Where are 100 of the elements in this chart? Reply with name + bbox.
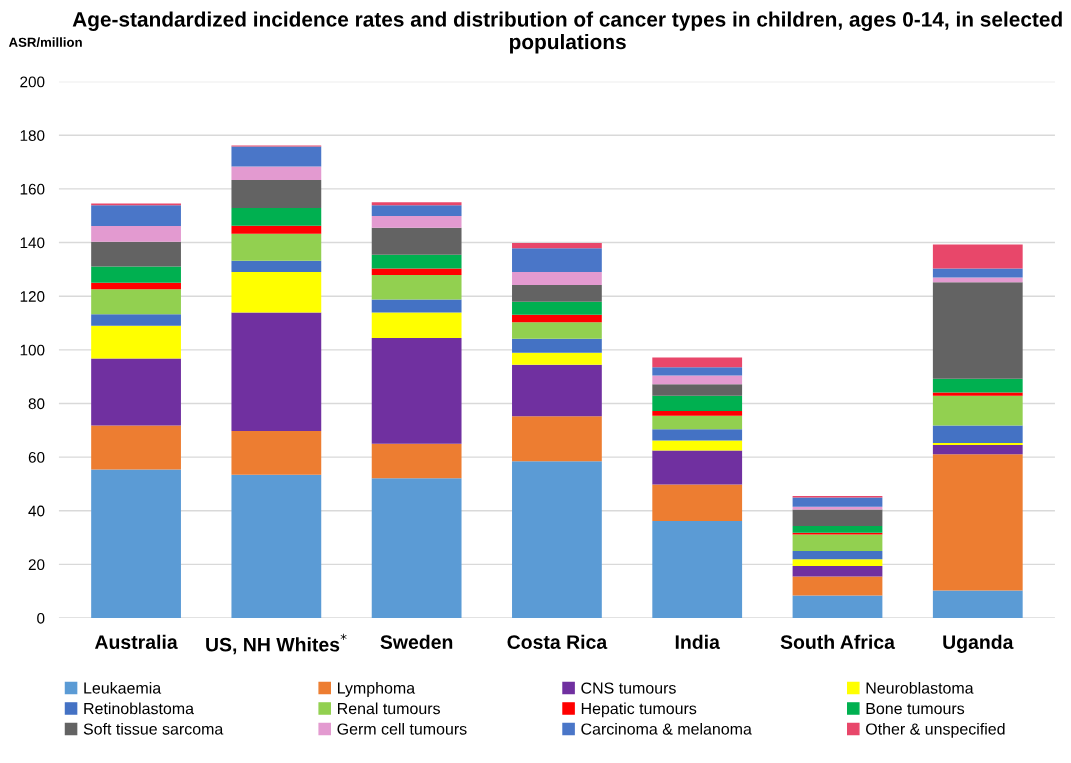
bar [231,146,322,167]
bar [91,205,181,226]
bar [512,416,602,462]
bar [512,301,602,315]
bar [932,590,1023,619]
bar [932,392,1023,396]
bar [792,595,883,619]
bar [792,576,883,596]
bar [91,241,181,267]
y-tick-label: 140 [20,237,45,249]
y-tick-label: 40 [28,505,45,517]
x-tick-label: India [675,634,721,649]
legend-label: Other & unspecified [866,722,1005,738]
bar [512,243,602,249]
bar [512,322,602,339]
bar [231,207,322,226]
bar [792,497,883,507]
bar [652,429,743,441]
legend-label: CNS tumours [581,682,676,694]
y-tick-label: 20 [28,559,45,571]
bar [792,534,883,551]
bar [371,338,462,444]
bar [652,357,743,368]
bar [932,277,1023,283]
y-tick-label: 120 [20,291,45,302]
bar [792,526,883,533]
bar [231,233,322,261]
bar [652,415,743,430]
bar [371,202,462,206]
bar [91,469,181,619]
bar [91,325,181,359]
bar [231,180,322,208]
bar [231,166,322,181]
bar [652,395,743,411]
bar [512,352,602,365]
bar [371,443,462,479]
bar [932,395,1023,426]
bar [91,425,181,470]
bar [371,227,462,255]
bar [231,260,322,273]
bar [231,474,322,619]
bar [371,205,462,217]
x-tick-label: Costa Rica [507,634,608,649]
x-tick-label: Uganda [943,634,1014,653]
y-tick-label: 80 [28,398,45,410]
bar [512,338,602,353]
bar [932,442,1023,446]
legend-label: Soft tissue sarcoma [83,722,224,735]
bar [792,509,883,527]
bar [371,299,462,313]
bar [932,268,1023,278]
bar [652,520,743,619]
y-tick-label: 160 [20,183,45,195]
bar [231,431,322,475]
bar [91,282,181,290]
bar [932,282,1023,379]
x-tick-label: Sweden [380,634,453,649]
legend-label: Germ cell tumours [337,722,467,735]
x-tick-label: South Africa [780,634,896,649]
bar [371,216,462,228]
legend-label: Retinoblastoma [84,702,195,715]
bar [512,314,602,323]
legend-label: Neuroblastoma [866,682,974,694]
bar [371,254,462,269]
bar [371,478,462,619]
bar [512,272,602,285]
bar [932,454,1023,591]
legend-label: Carcinoma & melanoma [581,722,752,735]
bar [512,461,602,619]
bar [792,550,883,560]
legend-label: Lymphoma [337,682,416,697]
bar [371,268,462,276]
bar [512,248,602,273]
bar [652,450,743,485]
bar [932,445,1023,455]
bar [652,484,743,521]
bar [652,367,743,376]
y-tick-label: 180 [20,130,45,141]
bar [512,364,602,417]
bar [91,266,181,283]
bar [652,410,743,416]
bar [91,289,181,315]
x-tick-label: US, NH Whites$^{*}$ [206,633,347,655]
bar [231,272,322,313]
bar [371,275,462,300]
bar [792,559,883,566]
bar [652,384,743,396]
legend-label: Bone tumours [866,703,965,715]
y-tick-label: 0 [37,612,45,624]
bar [231,225,322,234]
bar [91,314,181,326]
bar [652,375,743,385]
bar [512,284,602,302]
legend-label: Hepatic tumours [581,702,697,718]
bar [91,358,181,426]
y-tick-label: 100 [20,344,45,356]
y-tick-label: 200 [20,76,45,88]
y-axis-title: ASR/million [8,37,82,48]
bar [932,244,1023,269]
y-tick-label: 60 [28,451,45,463]
